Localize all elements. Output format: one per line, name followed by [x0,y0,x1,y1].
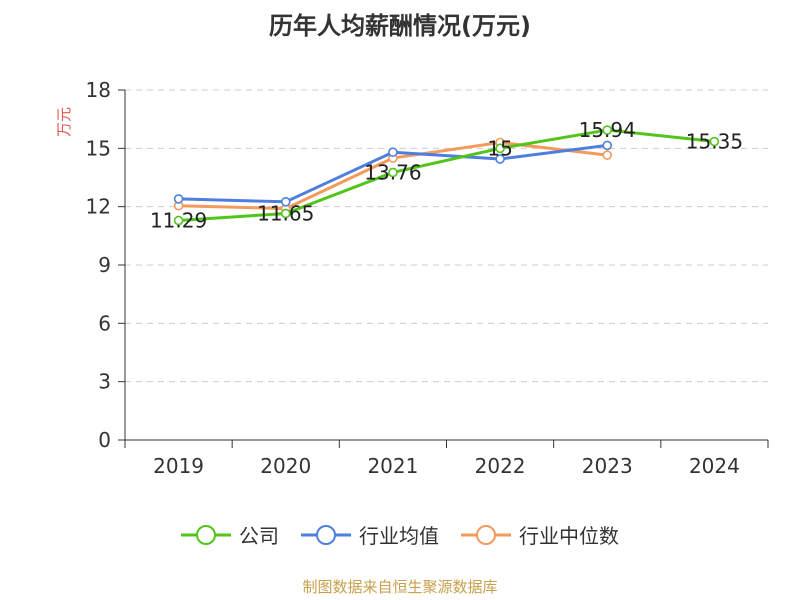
data-label: 15.35 [686,130,743,154]
data-point [388,167,398,178]
y-tick-label: 6 [98,311,111,335]
data-point [495,143,505,154]
legend-marker-icon [181,524,231,545]
legend-item[interactable]: 公司 [181,520,279,549]
data-point [280,197,291,207]
x-tick-label: 2022 [475,454,526,478]
data-point [602,150,613,160]
legend: 公司 行业均值 行业中位数 [0,520,800,549]
y-axis-label: 万元 [55,107,73,137]
data-label: 13.76 [364,160,421,184]
x-tick-label: 2024 [689,454,740,478]
x-tick-label: 2023 [582,454,633,478]
y-tick-label: 12 [86,195,111,219]
source-note: 制图数据来自恒生聚源数据库 [302,578,498,596]
legend-label: 公司 [239,524,279,548]
y-tick-label: 18 [86,78,111,102]
data-label: 11.65 [257,201,314,225]
data-point [173,215,184,226]
legend-item[interactable]: 行业中位数 [461,520,619,549]
data-point [709,136,720,147]
y-tick-label: 0 [98,428,111,452]
data-point [602,140,613,151]
legend-label: 行业均值 [359,524,439,548]
chart-title: 历年人均薪酬情况(万元) [269,12,531,40]
x-tick-label: 2020 [260,454,311,478]
legend-marker-icon [301,524,351,545]
legend-item[interactable]: 行业均值 [301,520,439,549]
data-label: 15 [487,136,512,160]
x-tick-label: 2021 [367,454,418,478]
series-line-0 [178,128,715,222]
data-point [495,154,505,164]
data-point [602,125,613,135]
x-tick-label: 2019 [153,454,204,478]
y-tick-label: 15 [86,136,111,160]
data-label: 11.29 [150,208,207,232]
y-tick-label: 9 [98,253,111,277]
legend-label: 行业中位数 [519,524,619,548]
data-label: 15.94 [579,118,636,142]
legend-marker-icon [461,524,511,545]
data-point [388,147,398,158]
data-point [280,208,291,219]
data-point [173,194,184,204]
y-tick-label: 3 [98,370,111,394]
